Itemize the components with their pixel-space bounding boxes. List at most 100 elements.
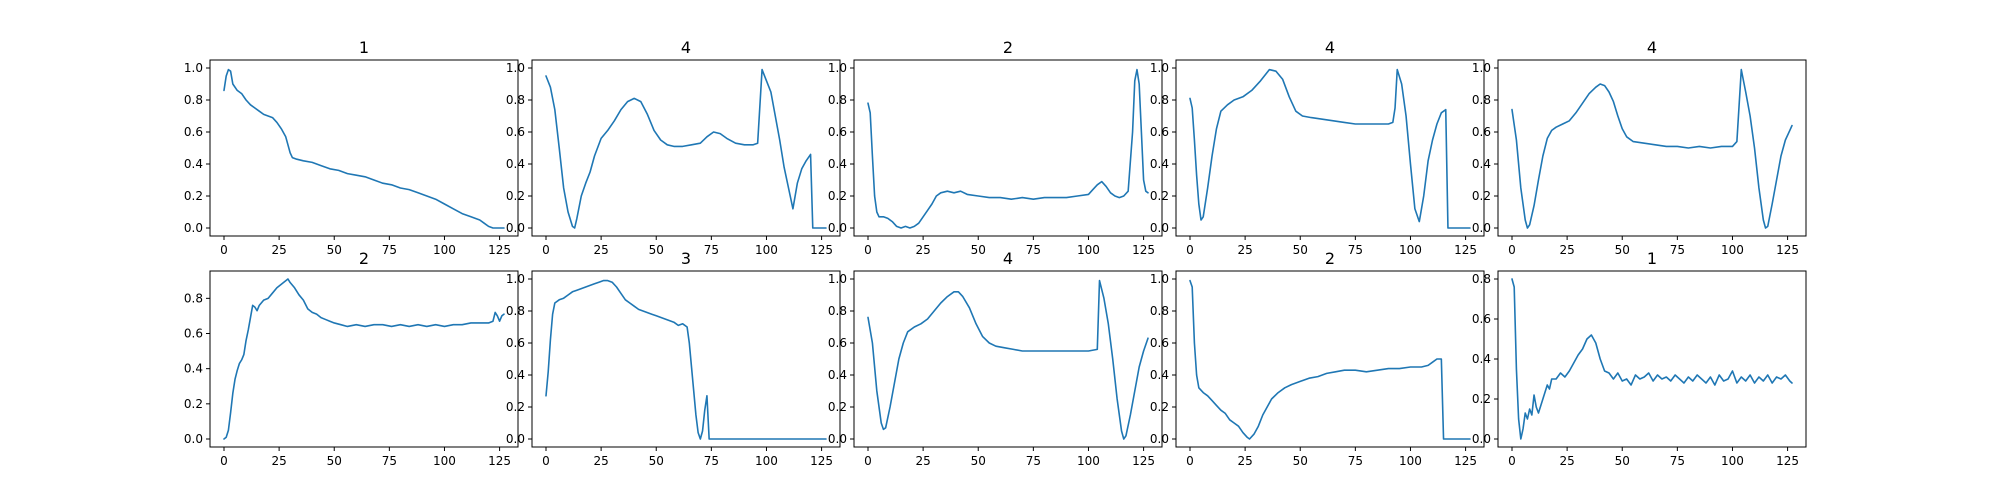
x-tick-label: 100	[1077, 243, 1100, 257]
subplot-title: 4	[1647, 38, 1657, 57]
series-line	[867, 68, 1149, 229]
y-tick-label: 0.2	[184, 397, 203, 411]
x-tick-label: 50	[1615, 454, 1630, 468]
y-tick-label: 0.2	[506, 189, 525, 203]
y-tick-label: 0.0	[828, 221, 847, 235]
y-tick-label: 0.0	[506, 432, 525, 446]
x-tick-label: 100	[433, 454, 456, 468]
x-tick-label: 125	[1132, 454, 1155, 468]
x-tick-label: 25	[1237, 243, 1252, 257]
x-tick-label: 75	[704, 454, 719, 468]
x-tick-label: 75	[1348, 243, 1363, 257]
y-tick-label: 0.0	[1150, 221, 1169, 235]
x-tick-label: 0	[542, 243, 550, 257]
x-tick-label: 50	[327, 454, 342, 468]
subplot-8: 4 0 25 50 75 100 125 0.0 0.2 0.4 0.6 0.8 1.0	[828, 249, 1163, 468]
y-tick-label: 0.8	[828, 93, 847, 107]
y-tick-label: 0.6	[828, 336, 847, 350]
subplot-7: 3 0 25 50 75 100 125 0.0 0.2 0.4 0.6 0.8 1.0	[506, 249, 841, 468]
x-tick-label: 100	[1399, 243, 1422, 257]
y-tick-label: 0.8	[1472, 93, 1491, 107]
y-tick-label: 0.0	[1472, 432, 1491, 446]
y-tick-label: 0.6	[506, 336, 525, 350]
series-line	[545, 68, 827, 229]
y-tick-label: 1.0	[1150, 272, 1169, 286]
x-tick-label: 125	[810, 243, 833, 257]
y-tick-label: 0.4	[1150, 368, 1169, 382]
x-tick-label: 125	[488, 454, 511, 468]
subplot-title: 1	[359, 38, 369, 57]
y-tick-label: 0.0	[828, 432, 847, 446]
series-line	[1511, 278, 1793, 440]
series-line	[867, 279, 1149, 440]
subplot-10: 1 0 25 50 75 100 125 0.0 0.2 0.4 0.6 0.8	[1472, 249, 1807, 468]
y-tick-label: 0.8	[1472, 272, 1491, 286]
x-tick-label: 50	[971, 243, 986, 257]
y-tick-label: 0.8	[506, 304, 525, 318]
subplot-title: 2	[1325, 249, 1335, 268]
x-tick-label: 0	[220, 243, 228, 257]
x-tick-label: 125	[488, 243, 511, 257]
axes-frame	[531, 59, 841, 237]
y-tick-label: 0.0	[184, 221, 203, 235]
y-tick-label: 0.4	[1472, 352, 1491, 366]
x-tick-label: 0	[864, 454, 872, 468]
x-tick-label: 125	[1454, 454, 1477, 468]
y-tick-label: 0.2	[1150, 189, 1169, 203]
x-tick-label: 0	[1508, 243, 1516, 257]
subplot-9: 2 0 25 50 75 100 125 0.0 0.2 0.4 0.6 0.8 1.0	[1150, 249, 1485, 468]
y-tick-label: 0.6	[828, 125, 847, 139]
subplot-title: 2	[1003, 38, 1013, 57]
x-tick-label: 75	[1026, 454, 1041, 468]
subplot-title: 1	[1647, 249, 1657, 268]
y-tick-label: 0.4	[828, 368, 847, 382]
series-line	[1189, 279, 1471, 440]
x-tick-label: 25	[271, 454, 286, 468]
y-tick-label: 0.0	[1150, 432, 1169, 446]
y-tick-label: 0.8	[1150, 304, 1169, 318]
x-tick-label: 0	[220, 454, 228, 468]
axes-frame	[209, 270, 519, 448]
y-tick-label: 1.0	[506, 61, 525, 75]
subplot-1: 1 0 25 50 75 100 125 0.0 0.2 0.4 0.6 0.8 1.0	[184, 38, 519, 257]
y-tick-label: 1.0	[828, 61, 847, 75]
x-tick-label: 50	[327, 243, 342, 257]
x-tick-label: 0	[1186, 454, 1194, 468]
axes-frame	[1175, 270, 1485, 448]
y-tick-label: 0.4	[184, 157, 203, 171]
x-tick-label: 100	[755, 454, 778, 468]
axes-frame	[209, 59, 519, 237]
x-tick-label: 25	[915, 454, 930, 468]
x-tick-label: 0	[542, 454, 550, 468]
y-tick-label: 0.6	[184, 125, 203, 139]
y-tick-label: 0.0	[506, 221, 525, 235]
x-tick-label: 25	[1559, 454, 1574, 468]
y-tick-label: 0.6	[1150, 125, 1169, 139]
y-tick-label: 0.6	[1472, 125, 1491, 139]
x-tick-label: 75	[704, 243, 719, 257]
x-tick-label: 75	[382, 243, 397, 257]
subplot-title: 4	[1003, 249, 1013, 268]
y-tick-label: 0.8	[184, 291, 203, 305]
x-tick-label: 75	[382, 454, 397, 468]
y-tick-label: 0.4	[1150, 157, 1169, 171]
x-tick-label: 50	[1615, 243, 1630, 257]
subplot-2: 4 0 25 50 75 100 125 0.0 0.2 0.4 0.6 0.8 1.0	[506, 38, 841, 257]
subplot-title: 4	[1325, 38, 1335, 57]
series-line	[223, 278, 505, 440]
x-tick-label: 100	[1399, 454, 1422, 468]
subplot-4: 4 0 25 50 75 100 125 0.0 0.2 0.4 0.6 0.8 1.0	[1150, 38, 1485, 257]
axes-frame	[531, 270, 841, 448]
y-tick-label: 0.6	[1472, 312, 1491, 326]
y-tick-label: 0.8	[1150, 93, 1169, 107]
x-tick-label: 100	[1721, 243, 1744, 257]
x-tick-label: 0	[864, 243, 872, 257]
x-tick-label: 50	[649, 454, 664, 468]
x-tick-label: 100	[755, 243, 778, 257]
x-tick-label: 50	[1293, 243, 1308, 257]
series-line	[1189, 68, 1471, 229]
x-tick-label: 125	[1776, 454, 1799, 468]
x-tick-label: 50	[971, 454, 986, 468]
x-tick-label: 25	[1559, 243, 1574, 257]
